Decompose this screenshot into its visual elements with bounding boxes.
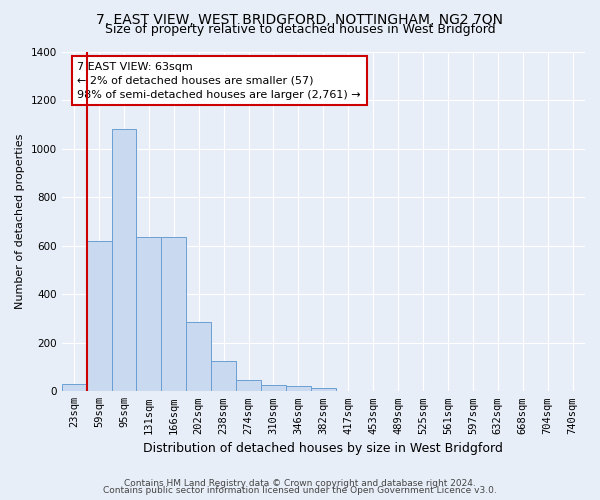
Text: 7 EAST VIEW: 63sqm
← 2% of detached houses are smaller (57)
98% of semi-detached: 7 EAST VIEW: 63sqm ← 2% of detached hous… bbox=[77, 62, 361, 100]
Bar bbox=[286, 386, 311, 392]
Bar bbox=[136, 237, 161, 392]
Text: 7, EAST VIEW, WEST BRIDGFORD, NOTTINGHAM, NG2 7QN: 7, EAST VIEW, WEST BRIDGFORD, NOTTINGHAM… bbox=[97, 12, 503, 26]
Text: Contains public sector information licensed under the Open Government Licence v3: Contains public sector information licen… bbox=[103, 486, 497, 495]
X-axis label: Distribution of detached houses by size in West Bridgford: Distribution of detached houses by size … bbox=[143, 442, 503, 455]
Bar bbox=[211, 361, 236, 392]
Text: Contains HM Land Registry data © Crown copyright and database right 2024.: Contains HM Land Registry data © Crown c… bbox=[124, 478, 476, 488]
Bar bbox=[311, 388, 336, 392]
Bar bbox=[161, 237, 186, 392]
Text: Size of property relative to detached houses in West Bridgford: Size of property relative to detached ho… bbox=[104, 22, 496, 36]
Bar bbox=[261, 385, 286, 392]
Bar bbox=[112, 129, 136, 392]
Bar bbox=[186, 322, 211, 392]
Y-axis label: Number of detached properties: Number of detached properties bbox=[15, 134, 25, 309]
Bar bbox=[86, 241, 112, 392]
Bar bbox=[236, 380, 261, 392]
Bar bbox=[62, 384, 86, 392]
